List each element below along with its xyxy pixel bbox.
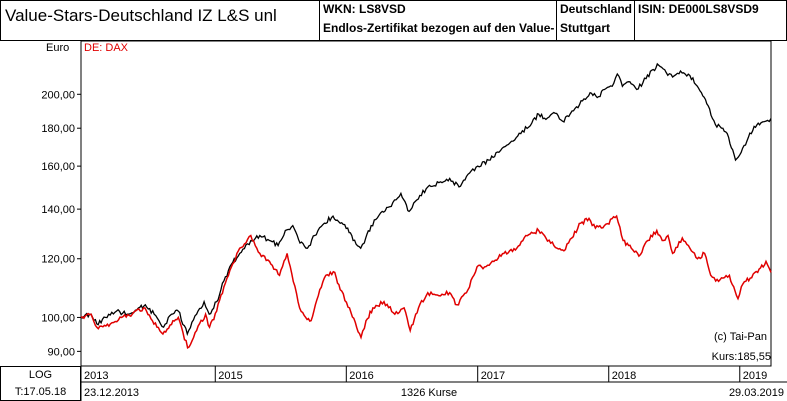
x-tick-label-1: 2015 (218, 370, 242, 382)
x-tick-label-3: 2017 (481, 370, 505, 382)
x-tick-label-4: 2018 (612, 370, 636, 382)
exchange-place: Stuttgart (560, 21, 610, 35)
y-tick-label-5: 180,00 (41, 123, 75, 135)
isin: ISIN: DE000LS8VSD9 (638, 2, 759, 16)
isin-cell: ISIN: DE000LS8VSD9 (634, 0, 787, 41)
data-date-label: T:17.05.18 (14, 386, 67, 398)
exchange-country: Deutschland (560, 2, 633, 16)
chart-title: Value-Stars-Deutschland IZ L&S unl (5, 6, 277, 25)
copyright-label: (c) Tai-Pan (714, 331, 767, 343)
x-tick-label-2: 2016 (349, 370, 373, 382)
description: Endlos-Zertifikat bezogen auf den Value- (323, 21, 555, 35)
scale-mode-label: LOG (28, 369, 53, 381)
plot-area (80, 40, 772, 367)
series-line-dax (80, 214, 772, 349)
wkn-cell: WKN: LS8VSD Endlos-Zertifikat bezogen au… (319, 0, 557, 41)
footer-count: 1326 Kurse (401, 387, 457, 399)
y-tick-label-6: 200,00 (41, 89, 75, 101)
series-line-price (80, 62, 772, 337)
y-tick-label-2: 120,00 (41, 254, 75, 266)
y-axis: 90,00 100,00 120,00 140,00 160,00 180,00 200,0… (41, 89, 81, 358)
y-unit-label: Euro (46, 42, 69, 54)
series-group (80, 62, 772, 349)
y-tick-label-1: 100,00 (41, 312, 75, 324)
y-tick-label-4: 160,00 (41, 161, 75, 173)
x-tick-label-5: 2019 (743, 370, 767, 382)
chart-title-cell: Value-Stars-Deutschland IZ L&S unl (0, 0, 320, 41)
wkn: WKN: LS8VSD (323, 2, 406, 16)
y-tick-label-0: 90,00 (47, 346, 75, 358)
x-tick-label-0: 2013 (84, 370, 108, 382)
footer-end-date: 29.03.2019 (729, 387, 784, 399)
x-axis: 2013 2015 2016 2017 2018 2019 (80, 366, 767, 382)
footer-start-date: 23.12.2013 (84, 387, 139, 399)
legend-dax: DE: DAX (84, 42, 129, 54)
scale-mode-cell: LOG T:17.05.18 (0, 366, 81, 401)
y-tick-label-3: 140,00 (41, 204, 75, 216)
last-price-label: Kurs:185,55 (712, 351, 771, 363)
